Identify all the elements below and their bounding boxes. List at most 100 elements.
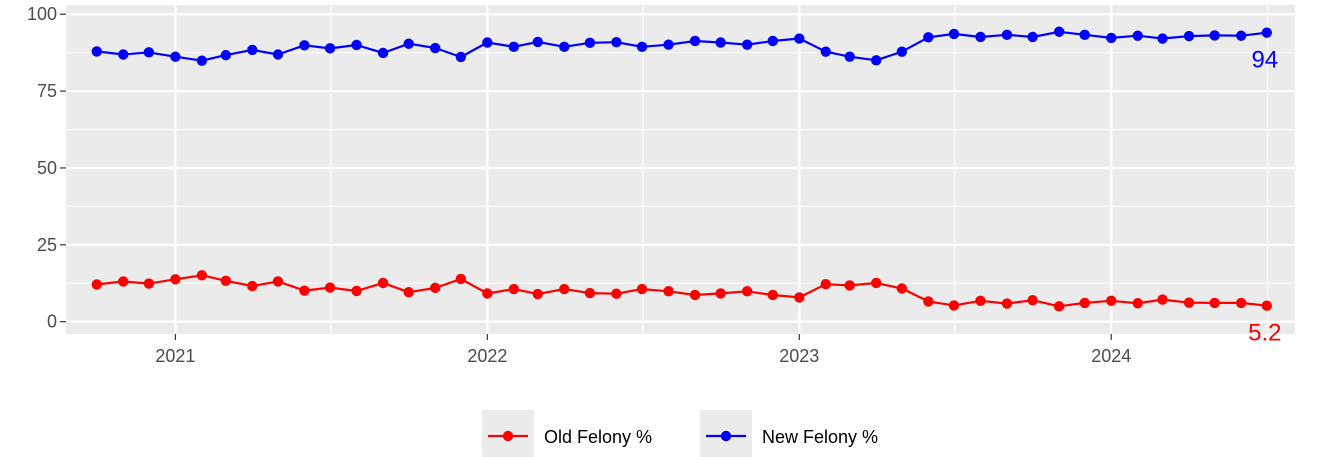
- data-point: [689, 289, 701, 301]
- data-point: [1209, 297, 1220, 309]
- plot-panel: [66, 5, 1295, 334]
- y-tick-label: 0: [47, 312, 57, 332]
- data-point: [196, 270, 208, 281]
- data-point: [508, 283, 520, 295]
- data-point: [299, 40, 310, 51]
- legend-item: Old Felony %: [482, 410, 652, 457]
- data-point: [896, 46, 908, 57]
- data-point: [482, 37, 493, 48]
- data-point: [584, 287, 596, 299]
- legend: Old Felony % New Felony %: [482, 410, 878, 457]
- x-tick-label: 2023: [779, 346, 819, 366]
- data-point: [299, 285, 310, 296]
- data-point: [715, 288, 726, 299]
- series-line: [96, 30, 1267, 62]
- x-tick-label: 2024: [1091, 346, 1131, 366]
- data-point: [923, 296, 934, 307]
- data-point: [430, 282, 441, 294]
- data-point: [324, 43, 336, 54]
- data-point: [871, 55, 882, 66]
- data-point: [636, 41, 648, 53]
- data-point: [1027, 31, 1038, 43]
- data-point: [91, 279, 102, 290]
- data-point: [1157, 294, 1168, 305]
- data-point: [948, 300, 960, 311]
- data-point: [1209, 30, 1220, 41]
- data-point: [844, 280, 855, 291]
- data-point: [1157, 33, 1168, 44]
- y-tick-label: 75: [37, 81, 57, 101]
- data-point: [532, 36, 543, 48]
- data-point: [611, 288, 622, 299]
- y-axis: 0 25 50 75 100: [27, 4, 66, 332]
- data-point: [351, 39, 362, 51]
- data-point: [948, 28, 960, 40]
- data-point: [1106, 32, 1117, 44]
- data-point: [351, 285, 362, 297]
- data-point: [247, 280, 258, 292]
- y-tick-label: 25: [37, 235, 57, 255]
- data-point: [508, 41, 520, 53]
- data-point: [430, 42, 441, 54]
- data-point: [1079, 29, 1090, 41]
- data-point: [532, 288, 543, 300]
- data-point: [767, 289, 779, 301]
- data-point: [1261, 300, 1272, 311]
- x-tick-label: 2022: [467, 346, 507, 366]
- end-value-label: 94: [1251, 47, 1278, 74]
- data-point: [1235, 297, 1247, 309]
- data-point: [324, 282, 336, 293]
- data-point: [794, 292, 805, 303]
- legend-label: Old Felony %: [544, 427, 652, 447]
- data-point: [663, 39, 674, 50]
- data-point: [455, 51, 467, 63]
- data-point: [1235, 30, 1247, 41]
- data-point: [820, 278, 831, 290]
- end-value-label: 5.2: [1248, 320, 1281, 347]
- data-point: [1053, 26, 1065, 37]
- legend-item: New Felony %: [700, 410, 878, 457]
- y-tick-label: 50: [37, 158, 57, 178]
- data-point: [143, 47, 155, 58]
- data-point: [715, 37, 726, 48]
- data-point: [1001, 298, 1013, 309]
- legend-key-point: [502, 430, 514, 442]
- data-point: [1183, 297, 1195, 308]
- series-0: [91, 270, 1272, 312]
- data-point: [455, 273, 467, 285]
- series-layer: [91, 26, 1272, 312]
- data-point: [196, 55, 208, 66]
- data-point: [118, 49, 129, 60]
- data-point: [923, 32, 934, 43]
- data-point: [975, 295, 986, 306]
- data-point: [559, 283, 570, 295]
- data-point: [559, 41, 570, 53]
- data-point: [1132, 30, 1143, 41]
- data-point: [403, 38, 414, 49]
- series-1: [91, 26, 1272, 66]
- data-point: [1106, 295, 1117, 306]
- major-gridlines: [66, 5, 1295, 334]
- data-point: [118, 276, 129, 287]
- data-point: [844, 51, 855, 62]
- data-point: [975, 31, 986, 43]
- data-point: [1183, 30, 1195, 42]
- data-point: [1261, 27, 1272, 38]
- data-point: [220, 275, 232, 287]
- x-tick-label: 2021: [155, 346, 195, 366]
- data-point: [403, 286, 414, 298]
- data-point: [1053, 301, 1065, 312]
- end-labels: 5.2 94: [1248, 47, 1281, 347]
- data-point: [871, 277, 882, 289]
- data-point: [247, 44, 258, 56]
- data-point: [689, 35, 701, 47]
- data-point: [611, 37, 622, 48]
- data-point: [272, 49, 284, 60]
- data-point: [1027, 294, 1038, 306]
- series-line: [96, 274, 1267, 308]
- x-axis: 2021 2022 2023 2024: [155, 334, 1131, 366]
- data-point: [91, 46, 102, 57]
- data-point: [820, 46, 831, 57]
- data-point: [1001, 29, 1013, 41]
